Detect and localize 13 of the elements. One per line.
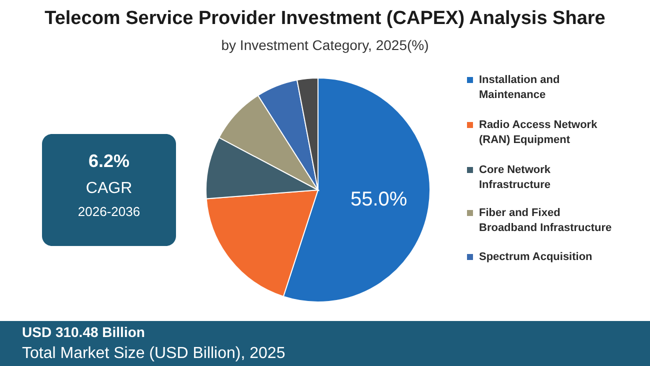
text: CAGR	[86, 180, 132, 197]
legend-label: Radio Access Network (RAN) Equipment	[479, 119, 598, 146]
data-label: 55.0%	[350, 188, 408, 211]
text: Total Market Size (USD Billion), 2025	[22, 345, 286, 362]
legend-label: Installation and Maintenance	[479, 74, 560, 101]
legend-label: Core Network Infrastructure	[479, 164, 552, 191]
text: 2026-2036	[78, 204, 140, 219]
chart-subtitle: by Investment Category, 2025(%)	[221, 37, 429, 53]
text: USD 310.48 Billion	[22, 324, 145, 340]
text: 6.2%	[88, 151, 130, 171]
legend-label: Fiber and Fixed Broadband Infrastructure	[479, 207, 612, 234]
chart-title: Telecom Service Provider Investment (CAPEX) Analysis Share	[44, 8, 606, 29]
legend-label: Spectrum Acquisition	[479, 251, 593, 263]
